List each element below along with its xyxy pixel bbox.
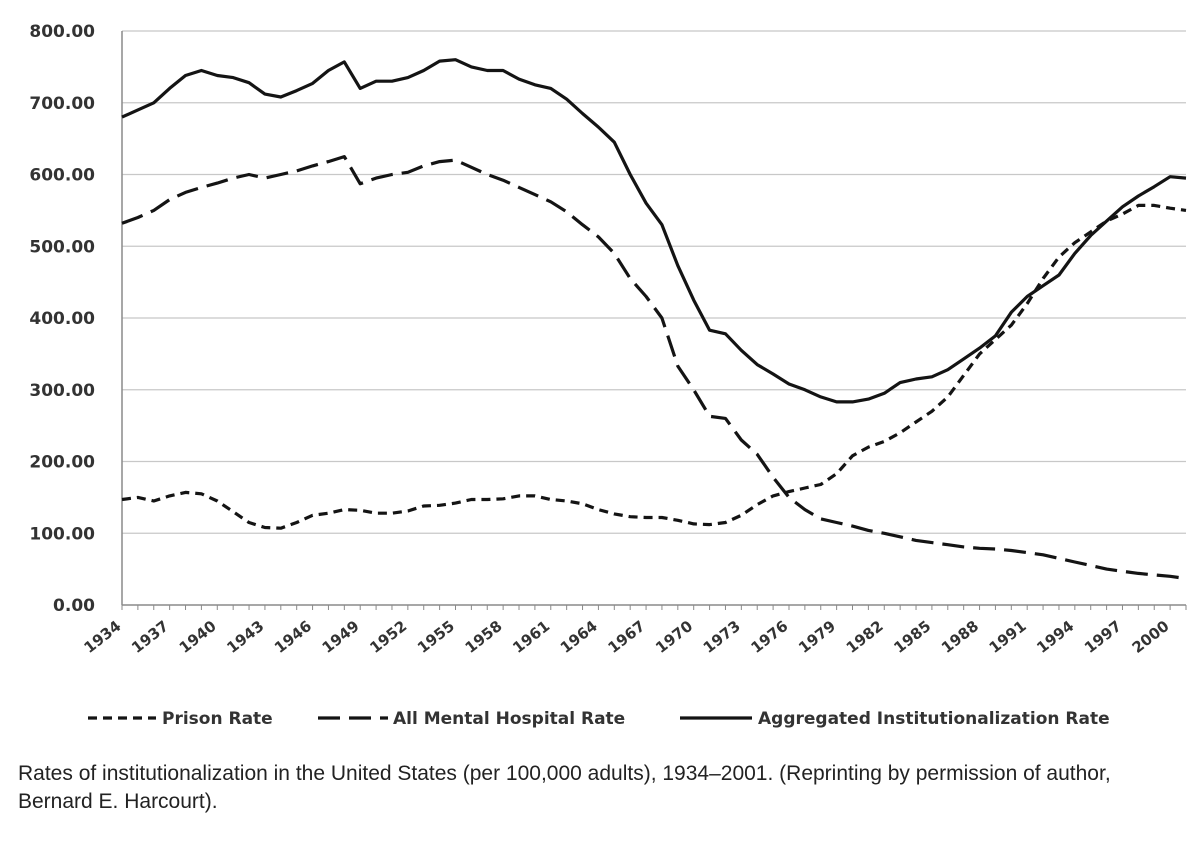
y-tick-label: 700.00	[29, 94, 95, 114]
x-tick-label: 1949	[319, 617, 363, 657]
legend-label-3: Aggregated Institutionalization Rate	[758, 709, 1110, 729]
x-tick-label: 1973	[700, 617, 744, 657]
x-tick-label: 1985	[890, 617, 934, 657]
y-tick-label: 500.00	[29, 237, 95, 257]
gridlines	[122, 30, 1186, 534]
y-tick-label: 0.00	[53, 596, 95, 616]
series-lines	[121, 58, 1187, 581]
figure-caption: Rates of institutionalization in the Uni…	[18, 762, 1111, 813]
x-tick-label: 1958	[462, 617, 506, 657]
chart: 0.00 100.00 200.00 300.00 400.00 500.00 600.00…	[29, 22, 1187, 729]
series-line-2	[121, 155, 1187, 581]
y-tick-label: 200.00	[29, 453, 95, 473]
axes	[121, 31, 1187, 610]
x-tick-label: 1943	[223, 617, 267, 657]
x-tick-label: 1982	[843, 617, 887, 657]
x-tick-label: 1988	[938, 617, 982, 657]
x-tick-label: 1997	[1081, 617, 1125, 657]
legend-label-1: Prison Rate	[162, 709, 273, 729]
y-tick-label: 600.00	[29, 166, 95, 186]
series-line-3	[121, 58, 1187, 404]
x-tick-label: 1937	[128, 617, 172, 657]
legend-label-2: All Mental Hospital Rate	[393, 709, 625, 729]
x-tick-label: 1991	[986, 617, 1030, 657]
x-tick-label: 1976	[747, 617, 791, 657]
x-tick-label: 1934	[80, 617, 124, 657]
series-line-1	[121, 203, 1187, 530]
legend: Prison Rate All Mental Hospital Rate Aggre…	[88, 709, 1110, 729]
x-axis-ticks: 1934 1937 1940 1943 1946 1949 1952 1955 1958 1961…	[80, 617, 1172, 657]
x-tick-label: 1940	[176, 617, 220, 657]
y-tick-label: 400.00	[29, 309, 95, 329]
x-tick-label: 1955	[414, 617, 458, 657]
y-tick-label: 100.00	[29, 524, 95, 544]
y-tick-label: 300.00	[29, 381, 95, 401]
x-tick-label: 1952	[366, 617, 410, 657]
x-tick-label: 1961	[509, 617, 553, 657]
x-tick-label: 2000	[1129, 617, 1173, 657]
line-chart-svg: 0.00 100.00 200.00 300.00 400.00 500.00 600.00…	[29, 22, 1187, 729]
x-tick-label: 1994	[1033, 617, 1077, 657]
x-tick-label: 1979	[795, 617, 839, 657]
y-tick-label: 800.00	[29, 22, 95, 42]
x-tick-label: 1946	[271, 617, 315, 657]
x-tick-label: 1967	[605, 617, 649, 657]
y-axis-ticks: 0.00 100.00 200.00 300.00 400.00 500.00 600.00…	[29, 22, 95, 616]
x-tick-label: 1970	[652, 617, 696, 657]
x-tick-label: 1964	[557, 617, 601, 657]
